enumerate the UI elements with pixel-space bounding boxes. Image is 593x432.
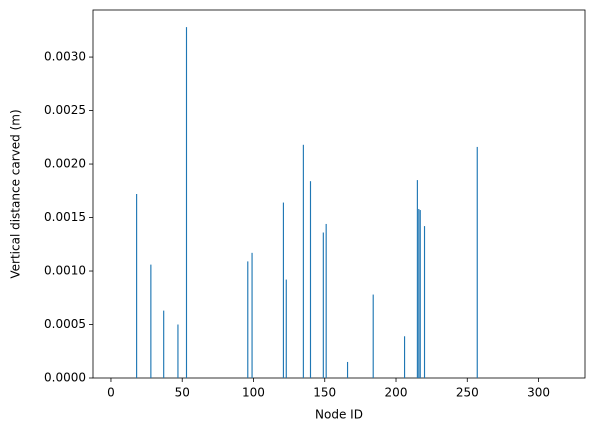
bar <box>372 294 374 378</box>
x-tick-label: 200 <box>385 386 408 400</box>
bar <box>177 324 179 378</box>
y-axis-label: Vertical distance carved (m) <box>9 109 23 278</box>
x-tick-label: 100 <box>242 386 265 400</box>
x-tick-label: 150 <box>313 386 336 400</box>
bar <box>325 223 327 378</box>
bar <box>423 226 426 378</box>
x-axis-label: Node ID <box>315 408 363 422</box>
bar <box>185 27 188 379</box>
bar <box>309 181 312 378</box>
y-tick-label: 0.0010 <box>44 264 86 278</box>
bar <box>136 194 138 378</box>
bar <box>418 208 420 378</box>
bar <box>416 180 418 378</box>
y-tick-label: 0.0030 <box>44 50 86 64</box>
bar <box>285 279 287 378</box>
bar <box>251 252 253 378</box>
bar <box>150 264 152 378</box>
bar <box>302 144 304 378</box>
y-tick-label: 0.0020 <box>44 157 86 171</box>
y-tick-label: 0.0000 <box>44 371 86 385</box>
bar <box>163 310 165 378</box>
bar <box>403 336 406 378</box>
plot-frame <box>92 9 586 379</box>
y-tick-label: 0.0005 <box>44 317 86 331</box>
bar <box>282 202 284 378</box>
bar <box>322 232 324 378</box>
x-tick-label: 0 <box>107 386 115 400</box>
bar <box>476 146 478 378</box>
bar <box>346 361 349 378</box>
bar <box>247 261 249 378</box>
x-tick-label: 250 <box>456 386 479 400</box>
y-tick-label: 0.0025 <box>44 103 86 117</box>
y-tick-label: 0.0015 <box>44 210 86 224</box>
x-tick-label: 300 <box>527 386 550 400</box>
bar <box>419 210 421 378</box>
x-tick-label: 50 <box>175 386 190 400</box>
